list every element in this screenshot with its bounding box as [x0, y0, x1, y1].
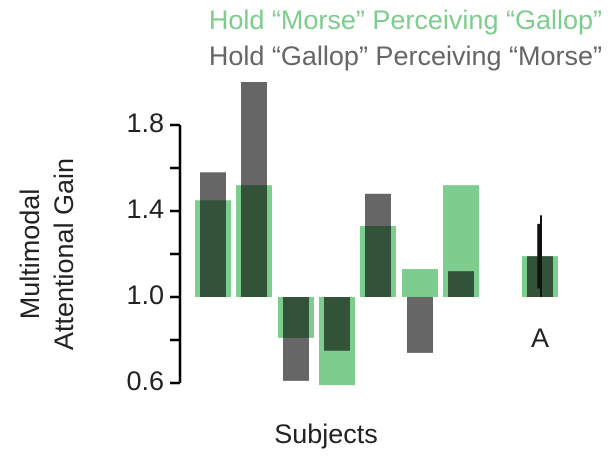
bar	[200, 172, 226, 297]
legend-entry: Hold “Morse” Perceiving “Gallop”	[209, 5, 602, 35]
x-tick-label: A	[531, 323, 549, 353]
bar	[448, 271, 474, 297]
x-axis-label: Subjects	[274, 419, 378, 449]
bar	[241, 82, 267, 297]
bar	[365, 193, 391, 297]
bar	[407, 297, 433, 353]
bar	[283, 297, 309, 381]
y-tick-label: 1.0	[126, 280, 164, 310]
y-axis-label: Multimodal	[15, 189, 45, 320]
y-tick-label: 1.4	[126, 194, 164, 224]
legend-entry: Hold “Gallop” Perceiving “Morse”	[209, 41, 602, 71]
bar	[324, 297, 350, 351]
y-axis-label: Attentional Gain	[49, 158, 79, 350]
bar	[402, 269, 438, 297]
y-tick-label: 0.6	[126, 366, 164, 396]
y-tick-label: 1.8	[126, 108, 164, 138]
